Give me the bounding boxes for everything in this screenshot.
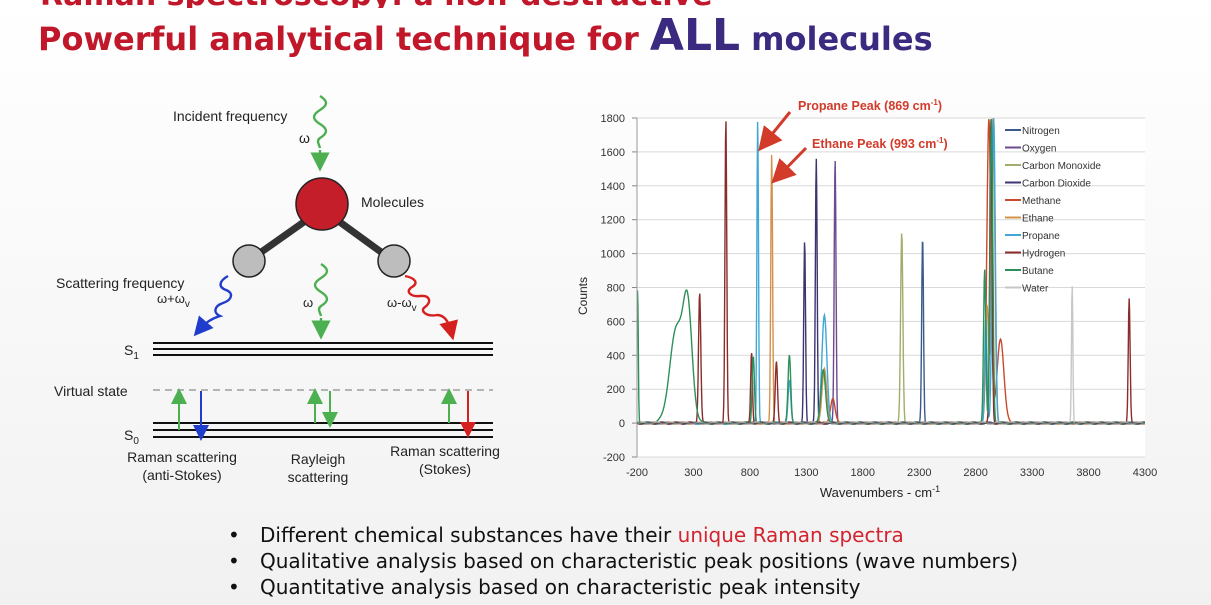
legend-entry: Carbon Monoxide bbox=[1022, 161, 1101, 172]
series-line-water bbox=[637, 286, 1145, 425]
y-tick-label: 800 bbox=[607, 283, 625, 295]
legend-entry: Water bbox=[1022, 284, 1049, 295]
legend-entry: Carbon Dioxide bbox=[1022, 179, 1091, 190]
legend-entry: Hydrogen bbox=[1022, 249, 1065, 260]
propane-arrow bbox=[758, 111, 792, 152]
x-tick-label: 3800 bbox=[1076, 467, 1100, 479]
y-tick-label: 0 bbox=[619, 418, 625, 430]
propane-peak-annotation: Propane Peak (869 cm-1) bbox=[798, 98, 942, 113]
bullet-item: • Qualitative analysis based on character… bbox=[228, 549, 1018, 573]
x-tick-label: 2300 bbox=[907, 467, 931, 479]
bullet-dot: • bbox=[228, 575, 240, 599]
x-tick-label: 4300 bbox=[1133, 467, 1157, 479]
y-tick-label: 1600 bbox=[601, 147, 625, 159]
ethane-peak-annotation: Ethane Peak (993 cm-1) bbox=[812, 136, 948, 151]
legend-entry: Oxygen bbox=[1022, 144, 1056, 155]
x-tick-label: 3300 bbox=[1020, 467, 1044, 479]
chart-annotations: Propane Peak (869 cm-1) Ethane Peak (993 … bbox=[758, 98, 948, 184]
y-tick-label: 1200 bbox=[601, 215, 625, 227]
title-part1: Powerful analytical technique for bbox=[38, 20, 650, 58]
bullet-dot: • bbox=[228, 549, 240, 573]
chart-legend: Nitrogen Oxygen Carbon Monoxide Carbon Diox… bbox=[1005, 126, 1101, 295]
y-tick-label: 1000 bbox=[601, 249, 625, 261]
bullet-item: • Different chemical substances have thei… bbox=[228, 523, 904, 547]
legend-entry: Butane bbox=[1022, 266, 1054, 277]
legend-entry: Nitrogen bbox=[1022, 126, 1060, 137]
x-tick-label: 2800 bbox=[963, 467, 987, 479]
y-tick-label: 200 bbox=[607, 384, 625, 396]
title-part2: molecules bbox=[740, 20, 933, 58]
x-tick-label: 300 bbox=[684, 467, 702, 479]
y-tick-label: 600 bbox=[607, 316, 625, 328]
bullet-dot: • bbox=[228, 523, 240, 547]
x-tick-label: 1800 bbox=[851, 467, 875, 479]
y-tick-label: 1400 bbox=[601, 181, 625, 193]
y-tick-label: 400 bbox=[607, 350, 625, 362]
cut-off-title: Raman spectroscopy: a non-destructive bbox=[40, 0, 940, 8]
legend-entry: Propane bbox=[1022, 231, 1060, 242]
title-all: ALL bbox=[649, 10, 741, 61]
y-tick-label: -200 bbox=[603, 452, 625, 464]
y-tick-label: 1800 bbox=[601, 113, 625, 125]
x-tick-label: -200 bbox=[626, 467, 648, 479]
x-tick-label: 800 bbox=[741, 467, 759, 479]
bullet-list: • Different chemical substances have thei… bbox=[228, 522, 1018, 600]
page-title: Powerful analytical technique for ALL mo… bbox=[38, 10, 933, 61]
chart-axes: -200 0 200 400 600 800 1000 1200 1400 1600 1800 -20… bbox=[601, 113, 1158, 479]
ethane-arrow bbox=[771, 146, 808, 184]
x-tick-label: 1300 bbox=[794, 467, 818, 479]
bullet-item: • Quantitative analysis based on characte… bbox=[228, 575, 861, 599]
chart-grid bbox=[637, 117, 1145, 458]
legend-entry: Methane bbox=[1022, 196, 1061, 207]
highlight-text: unique Raman spectra bbox=[677, 523, 904, 547]
x-axis-label: Wavenumbers - cm-1 bbox=[820, 484, 940, 500]
legend-entry: Ethane bbox=[1022, 214, 1054, 225]
y-axis-label: Counts bbox=[576, 277, 590, 315]
